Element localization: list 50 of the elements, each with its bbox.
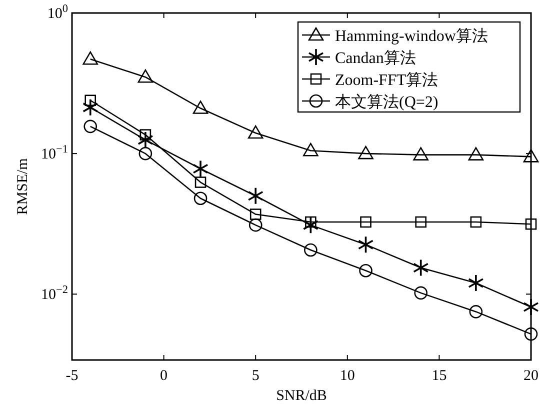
point: [138, 69, 154, 83]
point: [412, 258, 429, 277]
point: [358, 236, 374, 254]
point: [248, 186, 264, 205]
point: [304, 243, 318, 257]
x-tick-label: 20: [524, 368, 538, 384]
point: [303, 142, 318, 156]
point: [413, 147, 428, 160]
point: [523, 149, 539, 162]
point: [194, 192, 208, 206]
point: [524, 327, 538, 341]
x-axis-title: SNR/dB: [276, 388, 327, 404]
point: [414, 286, 428, 300]
legend-label: Hamming-window算法: [335, 27, 488, 45]
x-tick-label: 15: [432, 368, 447, 384]
point: [192, 160, 208, 178]
y-tick-label: 10$^{0}$: [47, 3, 68, 22]
point: [523, 298, 539, 316]
x-tick-label: 0: [160, 368, 168, 384]
point: [358, 146, 374, 160]
point: [140, 129, 152, 140]
legend-label: 本文算法(Q=2): [335, 93, 438, 111]
y-tick-label: 10$^{−2}$: [41, 284, 68, 304]
point: [84, 120, 98, 134]
point: [359, 264, 372, 278]
point: [305, 216, 316, 228]
point: [248, 218, 262, 232]
point: [138, 131, 154, 149]
point: [415, 216, 426, 228]
point: [192, 100, 208, 114]
point: [468, 147, 484, 160]
x-tick-label: 5: [252, 368, 260, 384]
point: [138, 146, 152, 160]
point: [248, 125, 264, 139]
x-tick-label: -5: [66, 368, 78, 384]
point: [250, 208, 262, 220]
point: [360, 216, 372, 228]
point: [194, 176, 206, 188]
point: [468, 274, 484, 292]
point: [84, 94, 96, 106]
x-tick-label: 10: [340, 368, 355, 384]
point: [470, 216, 482, 228]
legend-label: Candan算法: [335, 49, 416, 67]
y-axis-title: RMSE/m: [15, 158, 31, 215]
legend-label: Zoom-FFT算法: [335, 71, 438, 89]
point: [82, 51, 98, 65]
point: [302, 216, 319, 234]
point: [469, 305, 483, 318]
point: [525, 218, 537, 230]
y-tick-label: 10$^{−1}$: [41, 144, 68, 163]
